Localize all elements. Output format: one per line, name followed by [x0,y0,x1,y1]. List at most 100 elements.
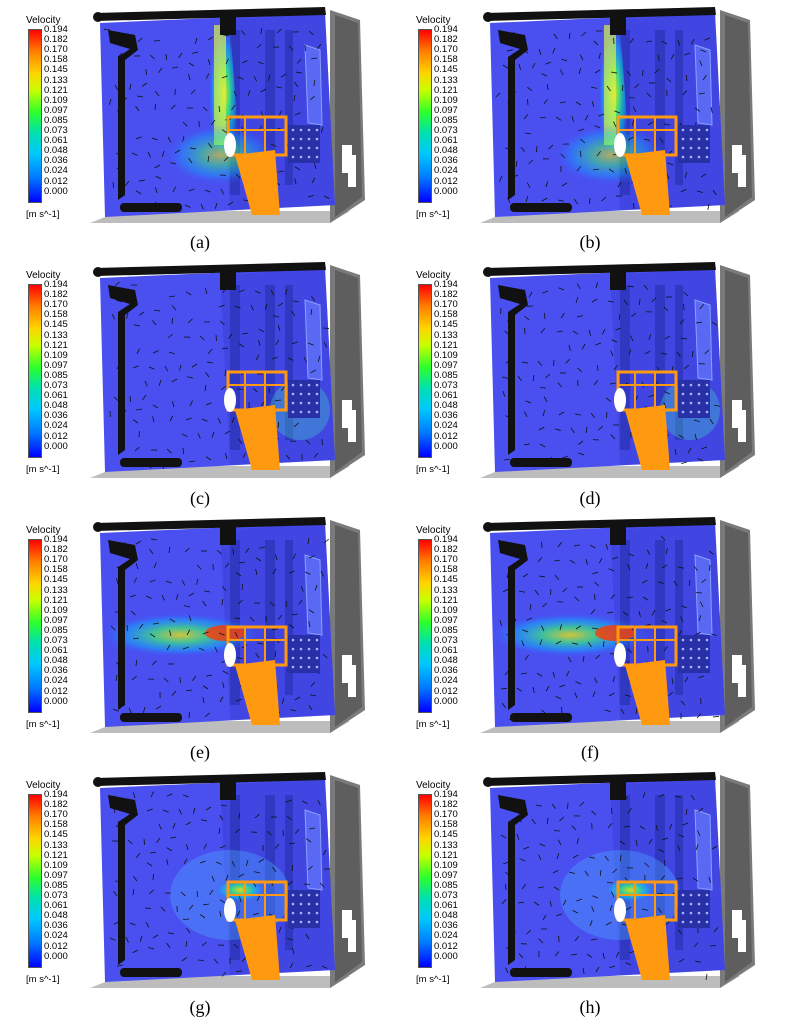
legend-tick: 0.158 [44,564,68,576]
top-duct [95,517,326,531]
cfd-room-scene [480,7,755,223]
top-duct [95,7,326,21]
equipment-stand [235,405,280,470]
legend-tick: 0.170 [434,554,458,566]
legend-tick: 0.133 [44,839,68,851]
legend-tick: 0.170 [434,44,458,56]
legend-tick: 0.121 [44,339,68,351]
panel-caption: (h) [579,997,601,1017]
legend-tick: 0.000 [434,695,458,707]
bottom-pipe [120,203,182,212]
legend-tick: 0.036 [434,920,458,932]
legend-tick: 0.036 [44,155,68,167]
legend-tick: 0.048 [434,145,458,157]
legend-tick: 0.000 [44,185,68,197]
legend-tick: 0.170 [44,299,68,311]
legend-tick: 0.073 [44,125,68,136]
legend-tick: 0.121 [44,594,68,606]
colorbar [418,29,432,203]
legend-tick: 0.085 [434,114,458,126]
top-duct [95,772,326,786]
legend-tick: 0.073 [434,380,458,391]
legend-tick: 0.194 [434,24,458,35]
top-duct [95,262,326,276]
cfd-room-scene [90,262,365,478]
cfd-room-scene [480,772,755,988]
legend-tick: 0.000 [434,185,458,197]
legend-tick: 0.000 [44,950,68,962]
bottom-pipe [510,968,572,977]
legend-title: Velocity [416,780,451,791]
legend-tick: 0.085 [44,369,68,381]
legend-tick: 0.145 [44,829,68,841]
legend-tick: 0.036 [44,920,68,932]
top-duct [485,772,716,786]
legend-tick: 0.170 [434,299,458,311]
side-duct [498,285,528,455]
legend-tick: 0.097 [44,104,68,116]
legend-tick: 0.048 [44,400,68,412]
legend-title: Velocity [26,780,61,791]
legend-tick: 0.097 [434,869,458,881]
velocity-legend: Velocity 0.194 0.182 0.170 0.158 0.145 0.133 0.… [26,270,96,490]
panel-d: Velocity 0.194 0.182 0.170 0.158 0.145 0.133 0.… [400,260,780,510]
panel-caption: (a) [190,232,210,252]
legend-tick: 0.085 [434,369,458,381]
legend-tick: 0.109 [434,859,458,871]
legend-tick: 0.145 [434,64,458,76]
legend-tick: 0.000 [44,440,68,452]
bottom-pipe [120,713,182,722]
legend-tick: 0.048 [44,655,68,667]
legend-tick: 0.121 [434,849,458,861]
legend-tick: 0.145 [434,829,458,841]
legend-tick: 0.170 [44,44,68,56]
panel-g: Velocity 0.194 0.182 0.170 0.158 0.145 0.133 0.… [10,770,390,1020]
legend-tick: 0.048 [434,400,458,412]
velocity-legend: Velocity 0.194 0.182 0.170 0.158 0.145 0.133 0.… [26,15,96,235]
legend-tick: 0.109 [434,349,458,361]
legend-tick: 0.097 [44,614,68,626]
legend-tick: 0.000 [434,440,458,452]
legend-tick: 0.036 [434,665,458,677]
legend-unit: [m s^-1] [416,209,450,220]
legend-tick: 0.024 [44,930,68,942]
legend-tick: 0.158 [44,309,68,321]
legend-tick: 0.061 [44,900,68,912]
bottom-pipe [120,968,182,977]
legend-tick: 0.097 [434,104,458,116]
legend-tick: 0.145 [44,319,68,331]
legend-tick: 0.000 [44,695,68,707]
legend-tick: 0.109 [44,859,68,871]
side-duct [108,795,138,965]
bottom-pipe [510,203,572,212]
velocity-vectors [109,791,331,977]
panel-b: Velocity 0.194 0.182 0.170 0.158 0.145 0.133 0.… [400,5,780,255]
legend-title: Velocity [416,15,451,26]
cfd-room-scene [90,517,365,733]
legend-tick: 0.000 [434,950,458,962]
legend-unit: [m s^-1] [26,209,60,220]
legend-tick: 0.182 [434,799,458,811]
panel-caption: (f) [581,742,599,762]
legend-tick: 0.073 [44,380,68,391]
legend-tick: 0.048 [44,910,68,922]
legend-tick: 0.012 [44,175,68,187]
legend-tick: 0.145 [434,574,458,586]
legend-tick: 0.170 [44,809,68,821]
legend-title: Velocity [416,270,451,281]
colorbar [28,29,42,203]
side-duct [498,30,528,200]
legend-tick: 0.158 [44,819,68,831]
legend-tick: 0.073 [434,125,458,136]
legend-unit: [m s^-1] [416,719,450,730]
panel-caption: (e) [190,742,210,762]
legend-tick: 0.036 [434,410,458,422]
legend-tick: 0.097 [44,869,68,881]
legend-tick: 0.061 [44,390,68,402]
legend-tick: 0.133 [434,839,458,851]
legend-tick: 0.024 [44,165,68,177]
legend-title: Velocity [26,525,61,536]
velocity-legend: Velocity 0.194 0.182 0.170 0.158 0.145 0.133 0.… [26,780,96,1000]
legend-tick: 0.170 [44,554,68,566]
legend-tick: 0.024 [434,165,458,177]
